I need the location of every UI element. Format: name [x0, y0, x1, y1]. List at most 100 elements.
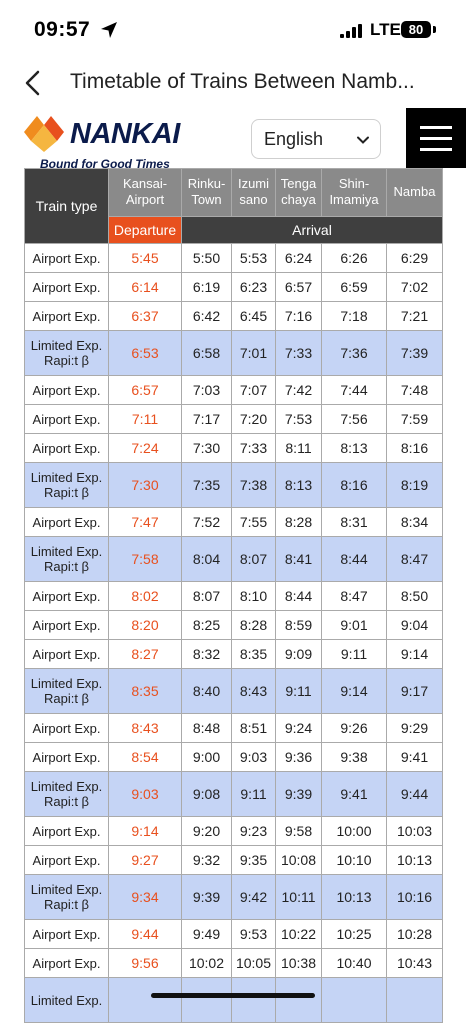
station-header-izumisano: Izumi sano: [231, 168, 276, 217]
arrival-time-cell: 9:08: [181, 771, 232, 817]
status-bar: 09:57 LTE 80: [0, 0, 466, 60]
arrival-time-cell: 5:50: [181, 243, 232, 273]
chevron-left-icon[interactable]: [18, 68, 48, 98]
train-type-cell: Airport Exp.: [24, 272, 109, 302]
departure-time-cell: 6:37: [108, 301, 182, 331]
arrival-time-cell: 9:01: [321, 610, 387, 640]
train-type-cell: Airport Exp.: [24, 816, 109, 846]
table-row: Limited Exp. Rapi:t β 7:30 7:35 7:38 8:13 8:16…: [24, 462, 443, 508]
table-row: Limited Exp. Rapi:t β 9:34 9:39 9:42 10:11 10:…: [24, 874, 443, 920]
arrival-time-cell: 7:36: [321, 330, 387, 376]
table-row: Airport Exp. 6:14 6:19 6:23 6:57 6:59 7:02: [24, 272, 443, 302]
arrival-time-cell: 10:38: [275, 948, 322, 978]
arrival-time-cell: 10:28: [386, 919, 443, 949]
chevron-down-icon: [357, 136, 369, 144]
departure-time-cell: 7:58: [108, 536, 182, 582]
arrival-time-cell: 10:22: [275, 919, 322, 949]
table-row: Airport Exp. 9:14 9:20 9:23 9:58 10:00 10:03: [24, 816, 443, 846]
arrival-header: Arrival: [181, 215, 443, 245]
arrival-time-cell: [231, 977, 276, 1023]
arrival-time-cell: 9:42: [231, 874, 276, 920]
departure-time-cell: 9:56: [108, 948, 182, 978]
station-header-kansai-airport: Kansai- Airport: [108, 168, 182, 217]
arrival-time-cell: 9:39: [181, 874, 232, 920]
arrival-time-cell: 9:17: [386, 668, 443, 714]
arrival-time-cell: 8:34: [386, 507, 443, 537]
language-select[interactable]: English: [251, 119, 381, 159]
departure-time-cell: 8:35: [108, 668, 182, 714]
network-label: LTE: [370, 20, 401, 39]
arrival-time-cell: 8:44: [275, 581, 322, 611]
arrival-time-cell: 8:13: [321, 433, 387, 463]
arrival-time-cell: [181, 977, 232, 1023]
arrival-time-cell: 7:07: [231, 375, 276, 405]
table-row: Limited Exp. Rapi:t β 8:35 8:40 8:43 9:11 9:14…: [24, 668, 443, 714]
arrival-time-cell: 8:43: [231, 668, 276, 714]
arrival-time-cell: 7:16: [275, 301, 322, 331]
arrival-time-cell: 6:58: [181, 330, 232, 376]
arrival-time-cell: 9:36: [275, 742, 322, 772]
arrival-time-cell: 8:07: [231, 536, 276, 582]
arrival-time-cell: 7:02: [386, 272, 443, 302]
arrival-time-cell: 10:00: [321, 816, 387, 846]
arrival-time-cell: 10:05: [231, 948, 276, 978]
arrival-time-cell: 8:50: [386, 581, 443, 611]
arrival-time-cell: 10:40: [321, 948, 387, 978]
nav-bar: Timetable of Trains Between Namb...: [0, 60, 466, 106]
train-type-cell: Limited Exp. Rapi:t β: [24, 462, 109, 508]
battery-tip: [433, 26, 436, 33]
arrival-time-cell: 10:10: [321, 845, 387, 875]
arrival-time-cell: 9:49: [181, 919, 232, 949]
arrival-time-cell: 9:32: [181, 845, 232, 875]
arrival-time-cell: 9:58: [275, 816, 322, 846]
train-type-cell: Airport Exp.: [24, 639, 109, 669]
arrival-time-cell: 7:20: [231, 404, 276, 434]
arrival-time-cell: 6:42: [181, 301, 232, 331]
arrival-time-cell: 7:03: [181, 375, 232, 405]
table-row: Airport Exp. 8:02 8:07 8:10 8:44 8:47 8:50: [24, 581, 443, 611]
arrival-time-cell: 7:01: [231, 330, 276, 376]
departure-time-cell: 6:53: [108, 330, 182, 376]
train-type-cell: Limited Exp. Rapi:t β: [24, 536, 109, 582]
arrival-time-cell: 9:03: [231, 742, 276, 772]
hamburger-menu-icon[interactable]: [406, 108, 466, 168]
train-type-cell: Limited Exp. Rapi:t β: [24, 874, 109, 920]
arrival-time-cell: 8:16: [386, 433, 443, 463]
timetable-body: Airport Exp. 5:45 5:50 5:53 6:24 6:26 6:29 Airp…: [24, 243, 443, 1023]
table-row: Airport Exp. 7:24 7:30 7:33 8:11 8:13 8:16: [24, 433, 443, 463]
table-row: Limited Exp. Rapi:t β 7:58 8:04 8:07 8:41 8:44…: [24, 536, 443, 582]
page-title: Timetable of Trains Between Namb...: [70, 70, 415, 93]
arrival-time-cell: 8:47: [321, 581, 387, 611]
nankai-logo[interactable]: NANKAI Bound for Good Times: [24, 116, 184, 172]
departure-time-cell: 5:45: [108, 243, 182, 273]
arrival-time-cell: 8:11: [275, 433, 322, 463]
menu-line: [420, 137, 452, 140]
departure-time-cell: 8:02: [108, 581, 182, 611]
arrival-time-cell: 8:10: [231, 581, 276, 611]
train-type-cell: Airport Exp.: [24, 507, 109, 537]
arrival-time-cell: 9:41: [321, 771, 387, 817]
arrival-time-cell: [321, 977, 387, 1023]
logo-wordmark: NANKAI: [70, 118, 180, 150]
arrival-time-cell: 7:42: [275, 375, 322, 405]
battery-icon: 80: [401, 21, 431, 38]
train-type-cell: Airport Exp.: [24, 742, 109, 772]
home-indicator: [151, 993, 315, 998]
arrival-time-cell: 5:53: [231, 243, 276, 273]
departure-header: Departure: [108, 215, 182, 245]
arrival-time-cell: 9:39: [275, 771, 322, 817]
arrival-time-cell: 8:28: [275, 507, 322, 537]
arrival-time-cell: 6:19: [181, 272, 232, 302]
arrival-time-cell: 9:24: [275, 713, 322, 743]
arrival-time-cell: [275, 977, 322, 1023]
train-type-cell: Airport Exp.: [24, 845, 109, 875]
arrival-time-cell: 6:57: [275, 272, 322, 302]
arrival-time-cell: 7:44: [321, 375, 387, 405]
arrival-time-cell: 7:55: [231, 507, 276, 537]
station-header-shin-imamiya: Shin- Imamiya: [321, 168, 387, 217]
arrival-time-cell: 8:31: [321, 507, 387, 537]
arrival-time-cell: 10:11: [275, 874, 322, 920]
departure-time-cell: 6:14: [108, 272, 182, 302]
departure-time-cell: 8:54: [108, 742, 182, 772]
arrival-time-cell: 9:35: [231, 845, 276, 875]
